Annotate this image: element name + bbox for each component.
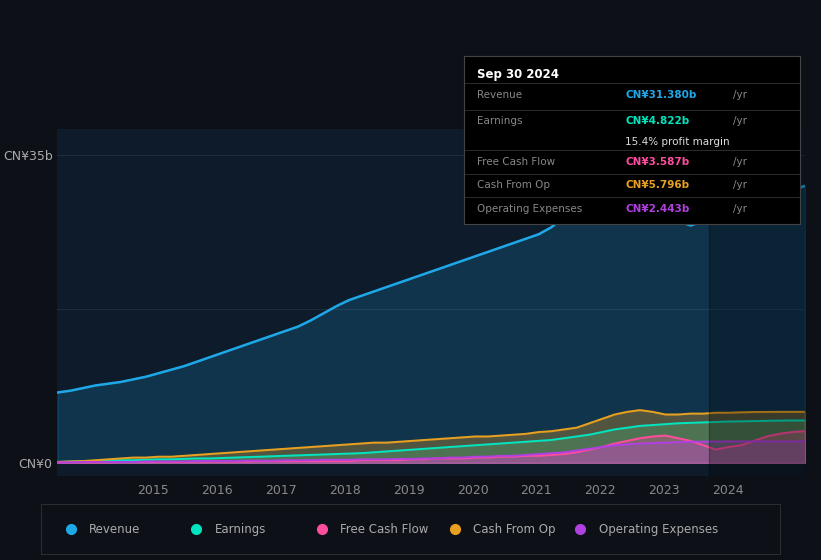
Text: /yr: /yr [733,157,747,167]
Text: CN¥4.822b: CN¥4.822b [626,116,690,127]
Text: /yr: /yr [733,90,747,100]
Text: /yr: /yr [733,180,747,190]
Text: Operating Expenses: Operating Expenses [477,204,583,214]
Text: CN¥31.380b: CN¥31.380b [626,90,697,100]
Text: 15.4% profit margin: 15.4% profit margin [626,137,730,147]
Text: Cash From Op: Cash From Op [477,180,550,190]
Text: Cash From Op: Cash From Op [474,522,556,536]
Text: Sep 30 2024: Sep 30 2024 [477,68,559,81]
Text: Operating Expenses: Operating Expenses [599,522,718,536]
Text: Revenue: Revenue [89,522,140,536]
Text: Earnings: Earnings [215,522,266,536]
Text: Free Cash Flow: Free Cash Flow [341,522,429,536]
Text: /yr: /yr [733,204,747,214]
Text: Revenue: Revenue [477,90,522,100]
Bar [709,129,805,476]
Text: /yr: /yr [733,116,747,127]
Text: CN¥2.443b: CN¥2.443b [626,204,690,214]
Text: CN¥3.587b: CN¥3.587b [626,157,690,167]
Text: Earnings: Earnings [477,116,523,127]
Text: Free Cash Flow: Free Cash Flow [477,157,556,167]
Text: CN¥5.796b: CN¥5.796b [626,180,690,190]
